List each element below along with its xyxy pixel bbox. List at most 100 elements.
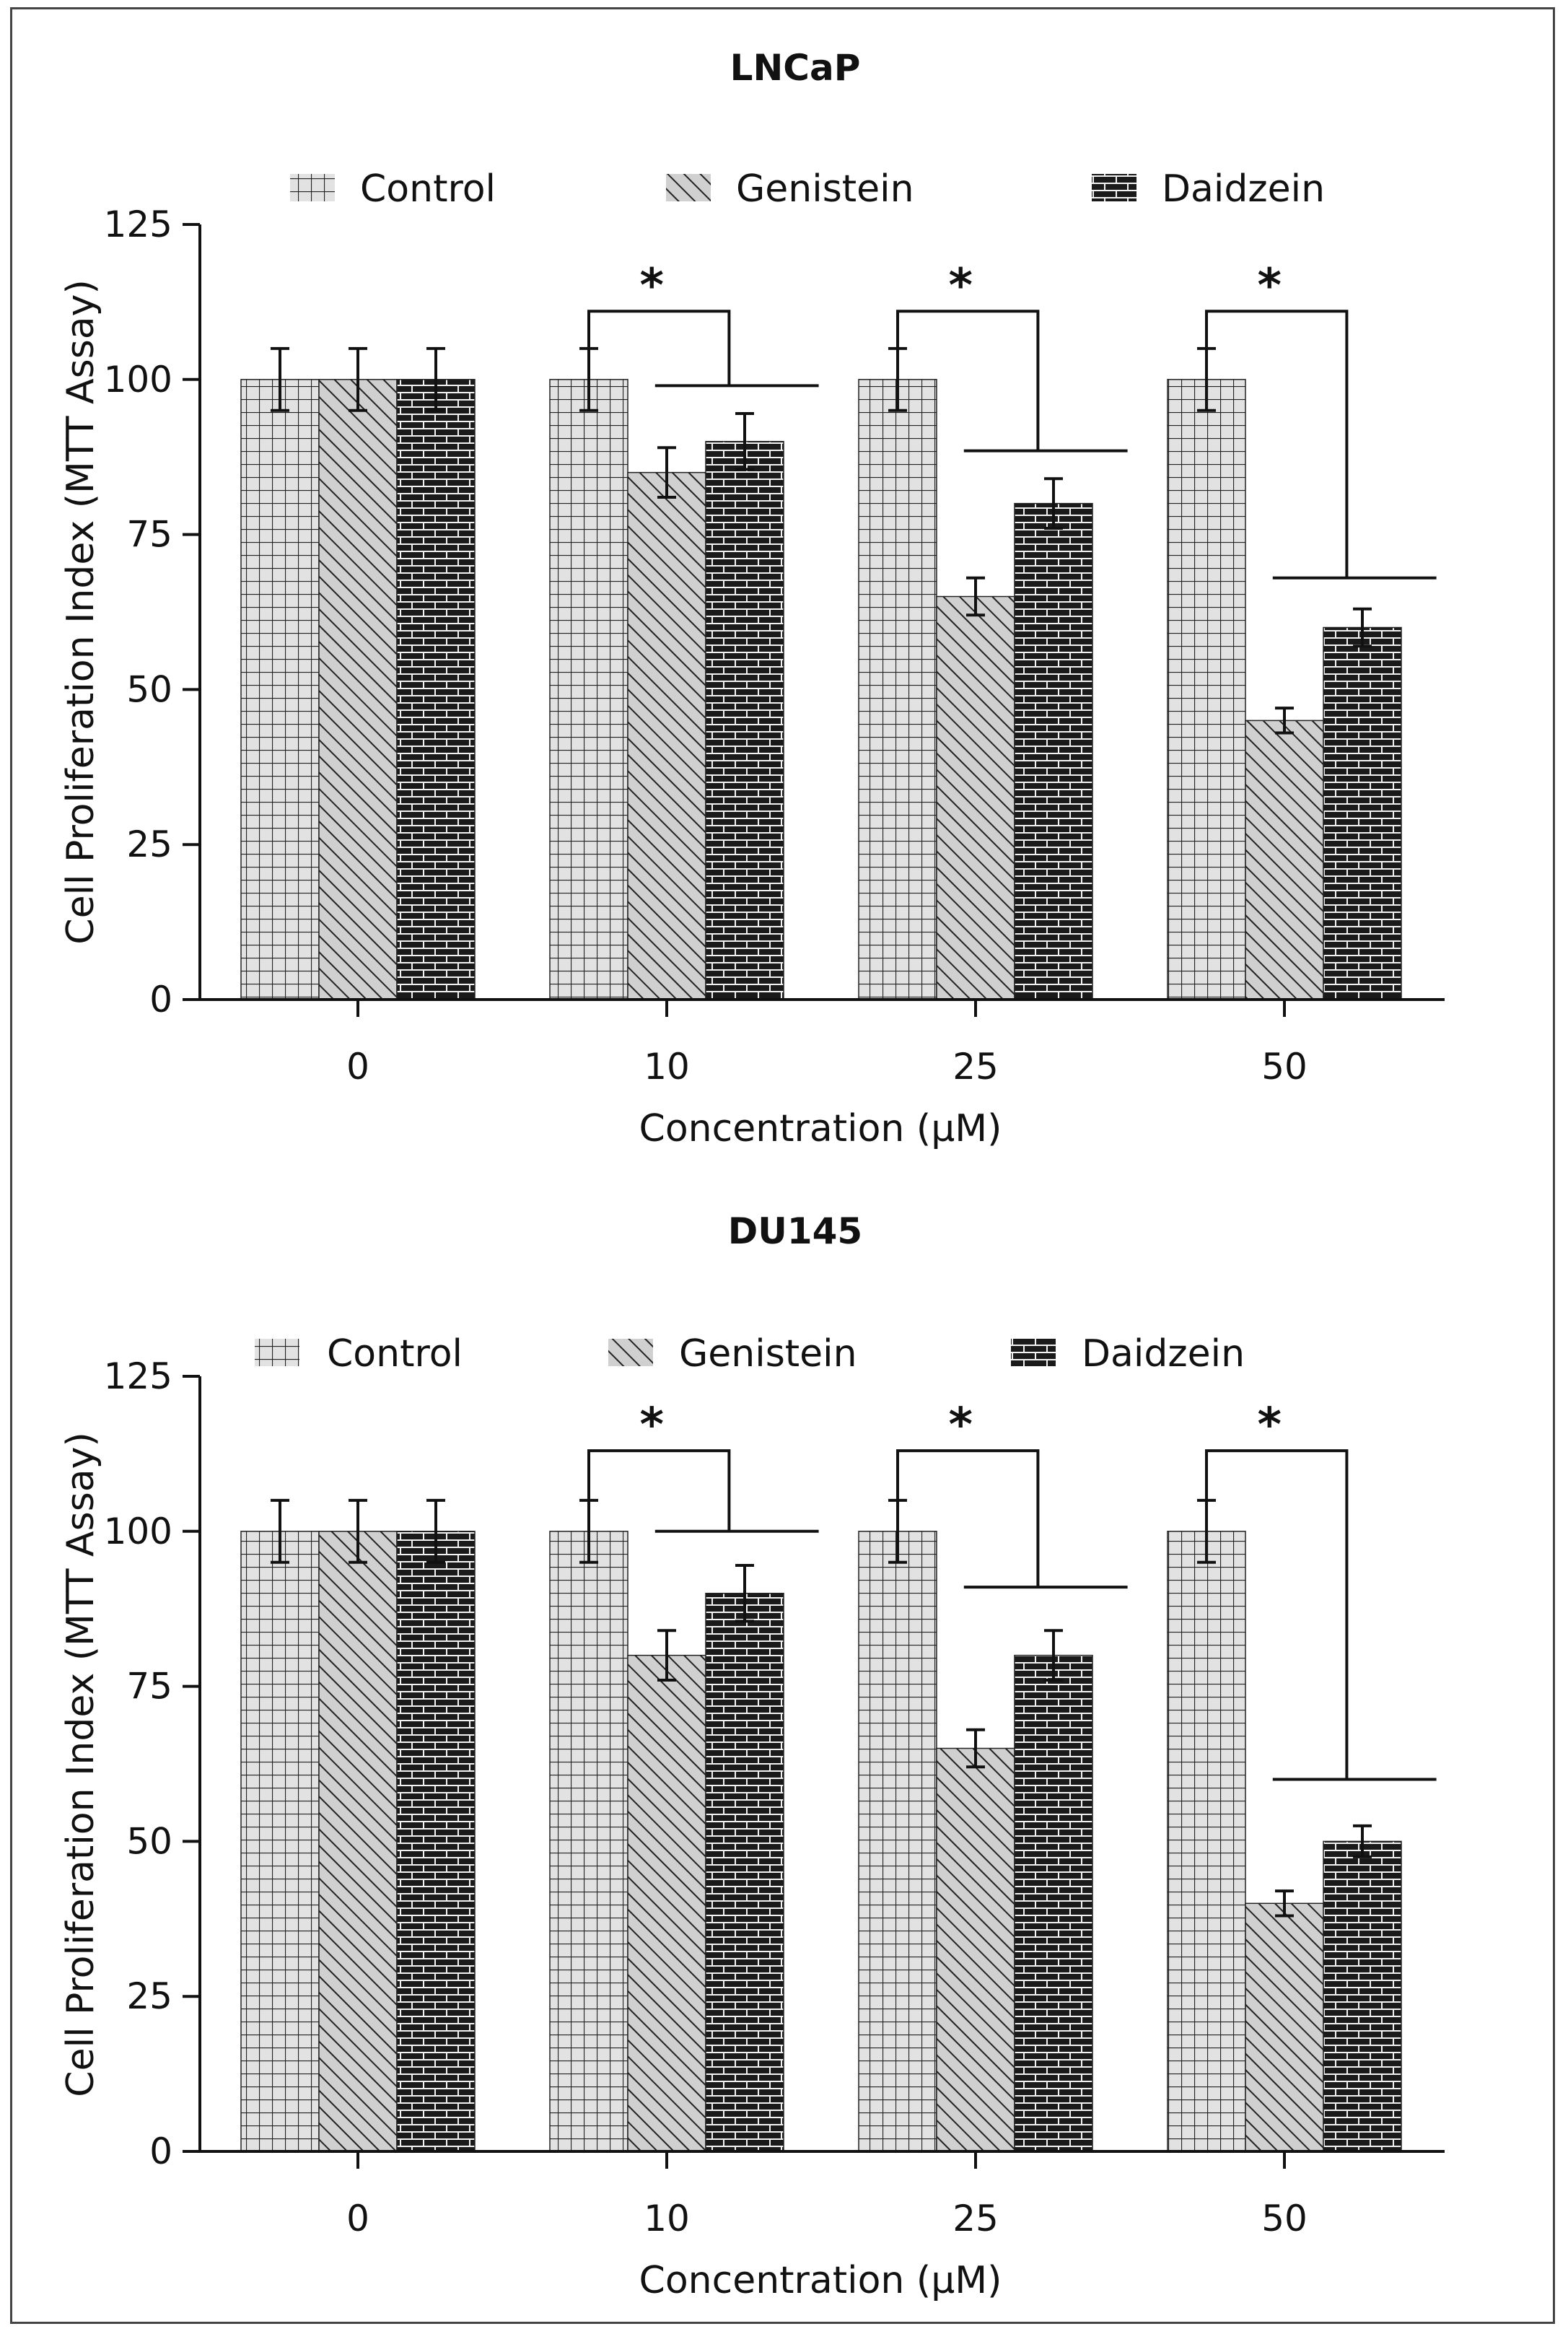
error-bar-daidzein-0 bbox=[426, 346, 445, 412]
significance-star: * bbox=[948, 259, 972, 312]
x-tick-label: 50 bbox=[1261, 1046, 1308, 1088]
bar-genistein-50 bbox=[1245, 720, 1324, 1000]
legend: Control Genistein Daidzein bbox=[290, 167, 1325, 211]
chart-lncap: LNCaP Control Genistein Daidzein * * * 0 25… bbox=[59, 47, 1445, 1150]
bar-daidzein-10 bbox=[705, 440, 784, 1000]
y-tick-label: 100 bbox=[104, 1511, 172, 1552]
error-bar-daidzein-50 bbox=[1353, 1824, 1372, 1858]
bar-control-0 bbox=[240, 379, 320, 1000]
significance-star: * bbox=[1257, 259, 1281, 312]
legend-swatch-genistein bbox=[608, 1339, 653, 1366]
legend-item-control: Control bbox=[290, 167, 496, 211]
bar-daidzein-25 bbox=[1014, 1654, 1093, 2152]
y-tick-label: 75 bbox=[126, 514, 172, 556]
bar-genistein-10 bbox=[627, 1654, 706, 2152]
error-bar-genistein-25 bbox=[966, 576, 985, 617]
legend-item-control: Control bbox=[255, 1332, 463, 1376]
error-bar-daidzein-25 bbox=[1044, 1629, 1063, 1682]
error-bar-genistein-10 bbox=[657, 1629, 676, 1682]
bars bbox=[240, 379, 1402, 1000]
significance-bracket-25: * bbox=[896, 1399, 1128, 1589]
legend-label-control: Control bbox=[360, 167, 496, 211]
bar-daidzein-50 bbox=[1323, 1840, 1402, 2152]
error-bar-daidzein-0 bbox=[426, 1498, 445, 1564]
significance-star: * bbox=[948, 1399, 972, 1452]
figure-panel: LNCaP Control Genistein Daidzein * * * 0 25… bbox=[10, 7, 1555, 2324]
legend-swatch-control bbox=[290, 174, 335, 201]
x-tick-label: 25 bbox=[952, 1046, 999, 1088]
bars bbox=[240, 1531, 1402, 2152]
significance-bracket-50: * bbox=[1205, 259, 1437, 580]
chart-title: DU145 bbox=[728, 1210, 862, 1252]
bar-daidzein-50 bbox=[1323, 626, 1402, 1000]
bar-control-50 bbox=[1167, 379, 1246, 1000]
bar-genistein-25 bbox=[936, 1747, 1015, 2152]
legend-swatch-control bbox=[255, 1339, 299, 1366]
legend-item-daidzein: Daidzein bbox=[1092, 167, 1325, 211]
error-bar-daidzein-25 bbox=[1044, 477, 1063, 530]
x-ticks: 0 10 25 50 bbox=[346, 1000, 1308, 1088]
error-bar-daidzein-10 bbox=[735, 1564, 754, 1623]
legend-label-genistein: Genistein bbox=[736, 167, 914, 211]
error-bar-genistein-50 bbox=[1275, 707, 1294, 735]
bar-control-25 bbox=[858, 1531, 937, 2152]
legend-swatch-daidzein bbox=[1092, 174, 1136, 201]
y-tick-label: 125 bbox=[104, 1355, 172, 1397]
x-ticks: 0 10 25 50 bbox=[346, 2151, 1308, 2239]
bar-daidzein-0 bbox=[396, 1531, 476, 2152]
significance-brackets: * * * bbox=[587, 1399, 1437, 1781]
error-bar-control-0 bbox=[271, 1498, 289, 1564]
y-tick-label: 75 bbox=[126, 1666, 172, 1708]
legend-item-daidzein: Daidzein bbox=[1011, 1332, 1245, 1376]
x-axis-label: Concentration (μM) bbox=[639, 1107, 1002, 1150]
legend-label-daidzein: Daidzein bbox=[1162, 167, 1325, 211]
bar-control-10 bbox=[549, 1531, 628, 2152]
bar-control-25 bbox=[858, 379, 937, 1000]
bar-genistein-10 bbox=[627, 471, 706, 1000]
legend-label-genistein: Genistein bbox=[679, 1332, 857, 1376]
significance-star: * bbox=[639, 259, 663, 312]
significance-star: * bbox=[1257, 1399, 1281, 1452]
y-tick-label: 50 bbox=[126, 1820, 172, 1862]
bar-daidzein-10 bbox=[705, 1592, 784, 2152]
x-tick-label: 0 bbox=[346, 2198, 369, 2239]
y-tick-label: 50 bbox=[126, 668, 172, 710]
bar-control-50 bbox=[1167, 1531, 1246, 2152]
error-bar-genistein-0 bbox=[349, 1498, 367, 1564]
y-tick-label: 0 bbox=[149, 979, 172, 1020]
bar-genistein-0 bbox=[318, 1531, 398, 2152]
error-bar-genistein-10 bbox=[657, 446, 676, 499]
significance-star: * bbox=[639, 1399, 663, 1452]
significance-bracket-10: * bbox=[587, 259, 819, 388]
bar-daidzein-0 bbox=[396, 379, 476, 1000]
y-tick-label: 100 bbox=[104, 359, 172, 401]
legend-label-daidzein: Daidzein bbox=[1082, 1332, 1245, 1376]
bar-control-0 bbox=[240, 1531, 320, 2152]
significance-bracket-25: * bbox=[896, 259, 1128, 453]
y-axis: 0 25 50 75 100 125 bbox=[104, 204, 201, 1020]
legend-swatch-daidzein bbox=[1011, 1339, 1056, 1366]
y-tick-label: 125 bbox=[104, 204, 172, 245]
legend-item-genistein: Genistein bbox=[666, 167, 914, 211]
bar-control-10 bbox=[549, 379, 628, 1000]
x-axis-label: Concentration (μM) bbox=[639, 2259, 1002, 2302]
significance-brackets: * * * bbox=[587, 259, 1437, 580]
y-tick-label: 25 bbox=[126, 823, 172, 865]
x-tick-label: 10 bbox=[644, 2198, 690, 2239]
error-bar-genistein-50 bbox=[1275, 1889, 1294, 1918]
y-axis-label: Cell Proliferation Index (MTT Assay) bbox=[59, 279, 102, 944]
chart-du145: DU145 Control Genistein Daidzein * * * 0 25… bbox=[59, 1210, 1445, 2302]
error-bars bbox=[271, 346, 1372, 735]
error-bars bbox=[271, 1498, 1372, 1918]
x-tick-label: 10 bbox=[644, 1046, 690, 1088]
legend-label-control: Control bbox=[327, 1332, 463, 1376]
error-bar-control-0 bbox=[271, 346, 289, 412]
bar-genistein-25 bbox=[936, 595, 1015, 1000]
y-tick-label: 25 bbox=[126, 1975, 172, 2017]
error-bar-daidzein-10 bbox=[735, 412, 754, 471]
legend-swatch-genistein bbox=[666, 174, 711, 201]
significance-bracket-50: * bbox=[1205, 1399, 1437, 1781]
bar-daidzein-25 bbox=[1014, 502, 1093, 1000]
error-bar-genistein-0 bbox=[349, 346, 367, 412]
significance-bracket-10: * bbox=[587, 1399, 819, 1533]
